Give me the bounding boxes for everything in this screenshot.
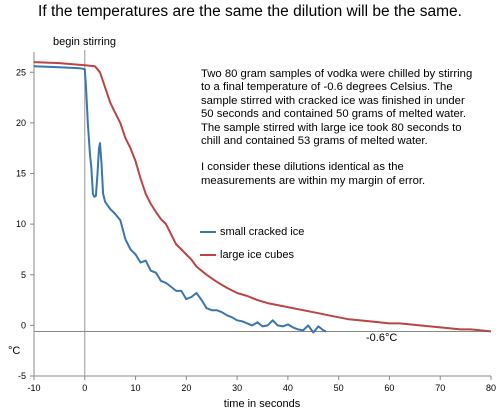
legend-label: large ice cubes bbox=[220, 249, 294, 261]
y-axis-label: °C bbox=[8, 345, 20, 357]
axes-layer bbox=[33, 50, 491, 377]
final-temp-label: -0.6°C bbox=[366, 332, 397, 344]
tick-layer: -10 0 10 20 30 40 50 60 70 80 -5 0 5 10 15 20 25 bbox=[16, 67, 496, 393]
x-tick-label: 30 bbox=[232, 383, 242, 393]
begin-stirring-label: begin stirring bbox=[53, 36, 116, 48]
series-line-small-cracked-ice bbox=[33, 65, 327, 334]
legend-item-large-ice-cubes: large ice cubes bbox=[200, 249, 294, 261]
x-tick-label: 0 bbox=[82, 383, 87, 393]
x-tick-label: 40 bbox=[283, 383, 293, 393]
x-tick-label: 20 bbox=[181, 383, 191, 393]
x-tick-label: 80 bbox=[486, 383, 496, 393]
x-tick-label: -10 bbox=[27, 383, 40, 393]
experiment-note: Two 80 gram samples of vodka were chille… bbox=[201, 68, 476, 201]
legend-swatch-blue bbox=[200, 231, 216, 233]
y-tick-label: 20 bbox=[16, 118, 26, 128]
y-tick-label: 0 bbox=[21, 320, 26, 330]
series-line-large-ice-cubes bbox=[33, 61, 492, 333]
y-tick-label: 15 bbox=[16, 169, 26, 179]
x-tick-label: 50 bbox=[334, 383, 344, 393]
series-layer bbox=[33, 61, 492, 334]
note-paragraph-1: Two 80 gram samples of vodka were chille… bbox=[201, 68, 473, 148]
chart-title: If the temperatures are the same the dil… bbox=[38, 3, 462, 20]
x-axis-label: time in seconds bbox=[224, 398, 301, 410]
x-tick-label: 10 bbox=[131, 383, 141, 393]
legend-label: small cracked ice bbox=[220, 226, 305, 238]
note-paragraph-2: I consider these dilutions identical as … bbox=[201, 161, 426, 187]
legend-swatch-red bbox=[200, 254, 216, 256]
x-tick-label: 60 bbox=[384, 383, 394, 393]
y-tick-label: 10 bbox=[16, 219, 26, 229]
y-tick-label: 25 bbox=[16, 67, 26, 77]
y-tick-label: 5 bbox=[21, 270, 26, 280]
y-tick-label: -5 bbox=[18, 371, 26, 381]
x-tick-label: 70 bbox=[435, 383, 445, 393]
legend-item-small-cracked-ice: small cracked ice bbox=[200, 226, 304, 238]
